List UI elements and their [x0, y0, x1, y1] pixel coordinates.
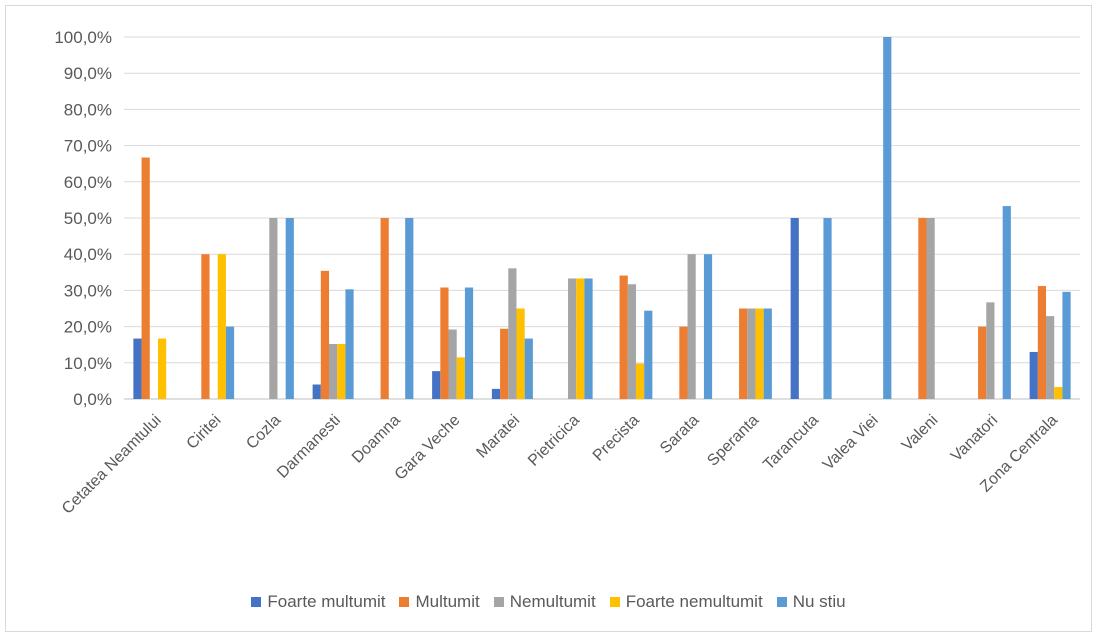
x-tick-label: Speranta: [704, 412, 762, 470]
bar: [269, 218, 278, 399]
y-tick-label: 100,0%: [54, 28, 112, 47]
x-tick-label: Valeni: [899, 412, 942, 455]
x-tick-label: Valea Viei: [820, 412, 882, 474]
bar: [312, 384, 321, 399]
y-axis-ticks: 0,0% 10,0% 20,0% 30,0% 40,0% 50,0% 60,0% 70,0% 8…: [54, 28, 112, 409]
bar: [703, 254, 713, 399]
legend-item: Foarte nemultumit: [609, 592, 763, 612]
legend-swatch: [776, 597, 787, 607]
legend-label: Foarte nemultumit: [625, 592, 763, 611]
legend-swatch: [493, 597, 504, 607]
bar: [1037, 286, 1047, 399]
bar: [516, 308, 525, 399]
x-tick-label: Gara Veche: [392, 412, 464, 484]
y-tick-label: 70,0%: [64, 137, 112, 156]
legend: Foarte multumit Multumit Nemultumit Foarte …: [0, 592, 1097, 612]
legend-item: Nu stiu: [776, 592, 846, 612]
bar: [345, 289, 354, 399]
bar: [1002, 206, 1011, 399]
y-tick-label: 80,0%: [64, 100, 112, 119]
bar: [320, 270, 330, 399]
x-tick-label: Sarata: [657, 412, 702, 457]
bar: [225, 326, 235, 399]
x-tick-label: Cozla: [243, 412, 284, 453]
x-tick-label: Ciritei: [184, 412, 225, 453]
legend-item: Foarte multumit: [251, 592, 385, 612]
bar: [790, 218, 799, 399]
legend-label: Nu stiu: [792, 592, 846, 611]
x-tick-label: Doamna: [349, 412, 404, 467]
bars: [133, 37, 1071, 399]
bar: [285, 218, 294, 399]
x-tick-label: Maratei: [473, 412, 523, 462]
bar: [500, 328, 509, 399]
bar: [883, 37, 892, 399]
bar: [747, 308, 756, 399]
bar: [619, 275, 628, 399]
bar: [448, 329, 457, 399]
bar: [440, 287, 449, 399]
bar: [464, 287, 474, 399]
bar: [763, 308, 772, 399]
bar: [1046, 316, 1055, 399]
gridlines: [124, 36, 1080, 400]
bar: [568, 278, 577, 399]
bar: [491, 388, 501, 399]
bar: [576, 278, 585, 399]
bar: [157, 338, 167, 399]
bar: [1062, 291, 1071, 399]
y-tick-label: 60,0%: [64, 173, 112, 192]
y-tick-label: 20,0%: [64, 318, 112, 337]
bar: [141, 157, 150, 399]
bar: [1054, 387, 1063, 399]
bar: [823, 218, 832, 399]
legend-item: Multumit: [399, 592, 480, 612]
legend-swatch: [399, 597, 410, 607]
x-tick-label: Pietricica: [525, 412, 583, 470]
bar: [217, 254, 226, 399]
legend-label: Multumit: [415, 592, 480, 611]
bar: [926, 218, 935, 399]
y-tick-label: 50,0%: [64, 209, 112, 228]
bar: [635, 363, 645, 399]
bar: [201, 254, 210, 399]
bar: [380, 218, 389, 399]
bar: [432, 371, 441, 399]
bar: [508, 268, 517, 399]
legend-swatch: [609, 597, 620, 607]
y-tick-label: 40,0%: [64, 245, 112, 264]
bar: [627, 284, 636, 399]
bar: [1029, 351, 1038, 399]
bar: [679, 326, 688, 399]
bar: [329, 343, 338, 399]
legend-label: Foarte multumit: [267, 592, 386, 611]
x-tick-label: Darmanesti: [274, 412, 344, 482]
bar: [524, 338, 533, 399]
bar: [986, 302, 995, 399]
bar: [978, 326, 987, 399]
bar: [687, 254, 696, 399]
y-tick-label: 90,0%: [64, 64, 112, 83]
bar: [456, 357, 465, 399]
legend-label: Nemultumit: [509, 592, 596, 611]
x-tick-label: Tarancuta: [760, 412, 822, 474]
x-tick-label: Cetatea Neamtului: [59, 412, 165, 518]
bar: [337, 343, 346, 399]
bar: [918, 218, 927, 399]
bar: [644, 310, 653, 399]
y-tick-label: 0,0%: [73, 390, 112, 409]
legend-swatch: [251, 597, 262, 607]
bar: [133, 338, 142, 399]
bar: [755, 308, 764, 399]
x-tick-label: Precista: [590, 412, 643, 465]
legend-item: Nemultumit: [493, 592, 596, 612]
bar: [739, 308, 748, 399]
y-tick-label: 30,0%: [64, 281, 112, 300]
y-tick-label: 10,0%: [64, 354, 112, 373]
bar: [584, 278, 593, 399]
bar: [405, 218, 414, 399]
x-tick-label: Vanatori: [948, 412, 1001, 465]
